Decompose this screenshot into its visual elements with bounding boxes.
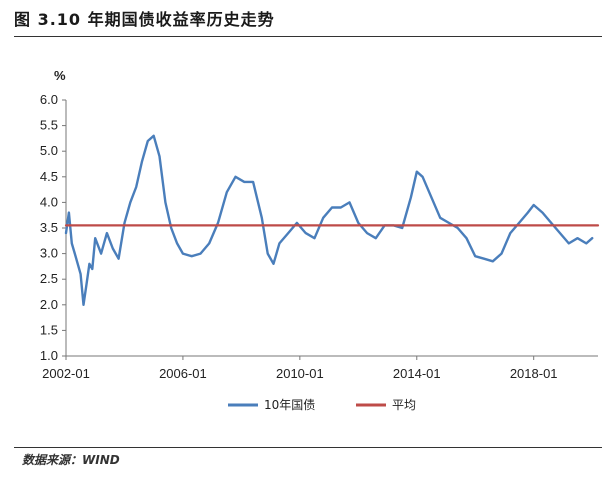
y-tick-label: 2.0 — [40, 297, 58, 312]
y-tick-label: 3.5 — [40, 220, 58, 235]
y-tick-label: 4.0 — [40, 194, 58, 209]
y-tick-label: 4.5 — [40, 169, 58, 184]
footer-divider — [14, 447, 602, 448]
figure-title: 图 3.10 年期国债收益率历史走势 — [14, 10, 275, 29]
chart-legend: 10年国债 平均 — [228, 398, 416, 412]
y-tick-label: 3.0 — [40, 246, 58, 261]
series-line-10y-bond — [64, 134, 594, 306]
y-tick-label: 1.5 — [40, 322, 58, 337]
x-tick-label: 2014-01 — [393, 366, 441, 381]
x-tick-label: 2018-01 — [510, 366, 558, 381]
legend-label-10y-bond: 10年国债 — [264, 398, 315, 412]
legend-label-average: 平均 — [392, 398, 416, 412]
x-tick-label: 2010-01 — [276, 366, 324, 381]
title-divider — [14, 36, 602, 37]
y-axis-unit-label: % — [54, 68, 66, 83]
y-tick-label: 2.5 — [40, 271, 58, 286]
y-tick-label: 6.0 — [40, 92, 58, 107]
x-tick-label: 2002-01 — [42, 366, 90, 381]
y-tick-label: 1.0 — [40, 348, 58, 363]
x-tick-label: 2006-01 — [159, 366, 207, 381]
y-tick-label: 5.5 — [40, 118, 58, 133]
data-source-note: 数据来源：WIND — [22, 453, 120, 467]
line-chart: % 1.0 1.5 2.0 2.5 3.0 3.5 4.0 4.5 5.0 5.5 6.0 2002… — [40, 68, 600, 412]
y-tick-label: 5.0 — [40, 143, 58, 158]
